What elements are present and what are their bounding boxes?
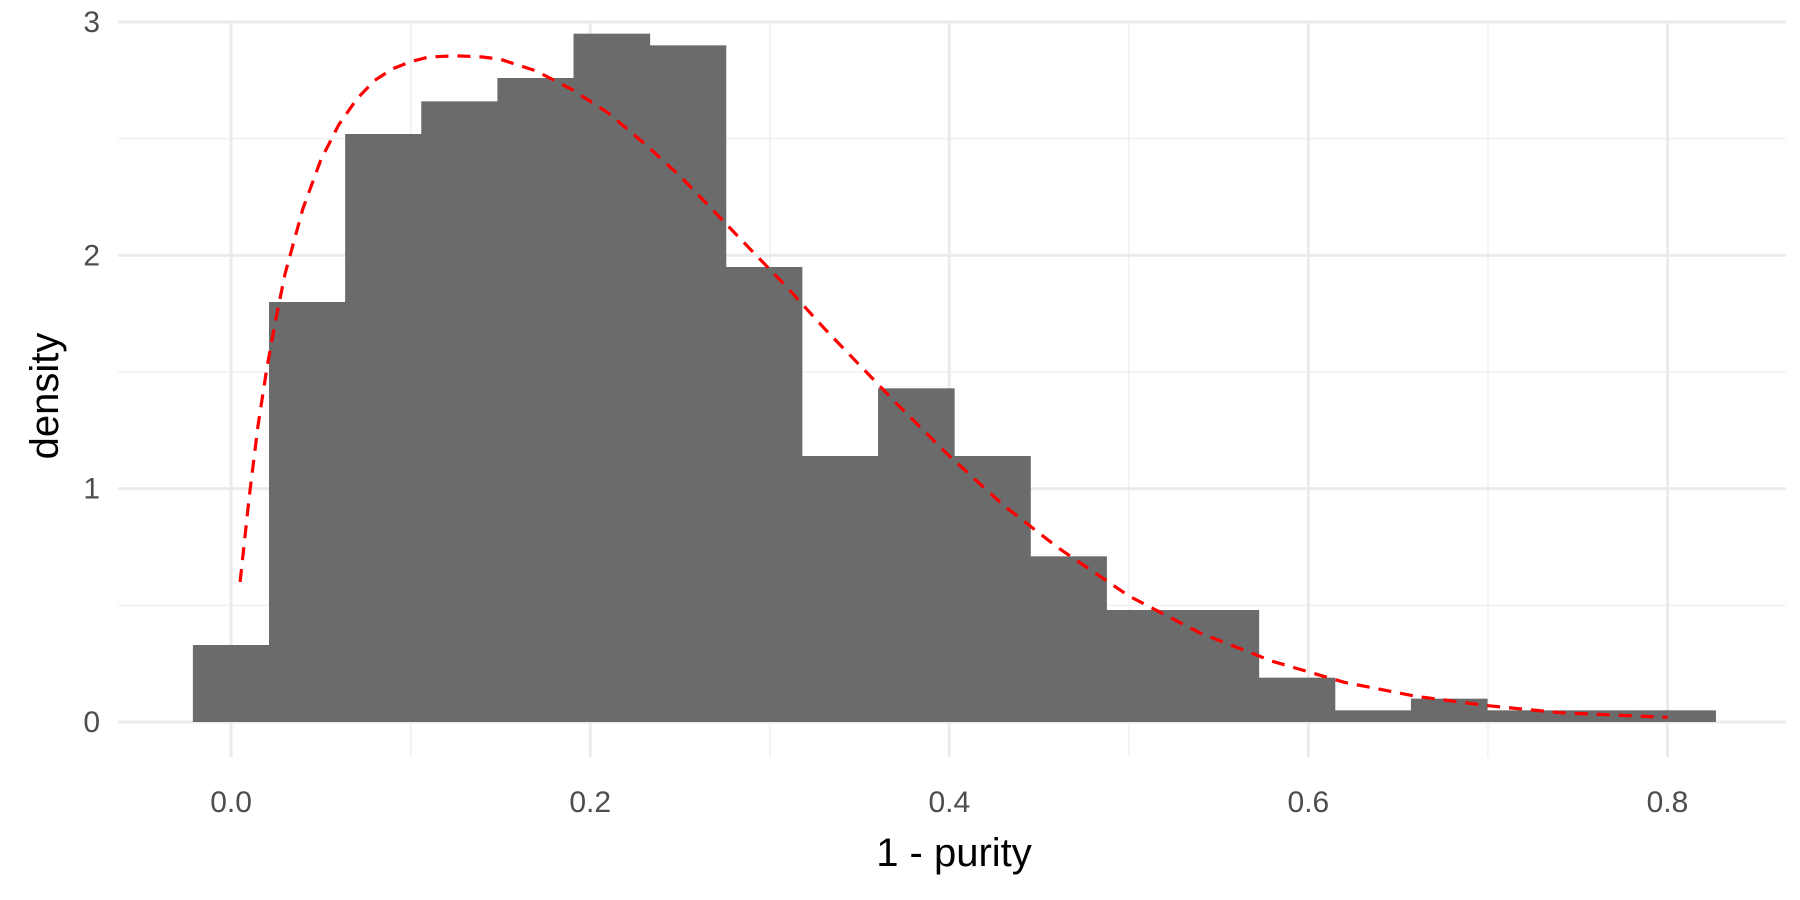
histogram-bar: [1639, 710, 1716, 722]
histogram-bar: [421, 101, 498, 723]
y-axis-tick-labels: 0 1 2 3: [83, 6, 100, 739]
histogram-bars: [192, 33, 1716, 723]
x-tick-label: 0.8: [1647, 786, 1689, 819]
y-tick-label: 0: [83, 706, 100, 739]
histogram-bar: [345, 134, 422, 722]
histogram-bar: [1182, 610, 1260, 722]
y-axis-title: density: [23, 333, 67, 460]
y-tick-label: 2: [83, 239, 100, 272]
histogram-bar: [878, 388, 955, 722]
x-tick-label: 0.2: [569, 786, 611, 819]
x-axis-title: 1 - purity: [876, 831, 1032, 875]
histogram-bar: [268, 302, 346, 722]
density-curve-line: [238, 54, 1668, 719]
histogram-bar: [1487, 710, 1564, 722]
histogram-bar: [1106, 610, 1184, 722]
y-tick-label: 3: [83, 6, 100, 39]
histogram-bar: [649, 45, 727, 723]
x-tick-label: 0.6: [1288, 786, 1330, 819]
histogram-bar: [1334, 710, 1412, 722]
y-tick-label: 1: [83, 473, 100, 506]
histogram-bar: [1030, 556, 1107, 722]
histogram-bar: [801, 456, 879, 722]
x-axis-tick-labels: 0.0 0.2 0.4 0.6 0.8: [210, 786, 1688, 819]
histogram-bar: [1258, 677, 1336, 722]
histogram-bar: [497, 78, 575, 722]
histogram-bar: [1563, 710, 1640, 722]
density-curve: [238, 54, 1668, 719]
histogram-bar: [192, 645, 270, 722]
histogram-bar: [725, 267, 803, 722]
x-tick-label: 0.4: [928, 786, 970, 819]
x-tick-label: 0.0: [210, 786, 252, 819]
histogram-bar: [954, 456, 1031, 722]
histogram-bar: [573, 33, 651, 722]
